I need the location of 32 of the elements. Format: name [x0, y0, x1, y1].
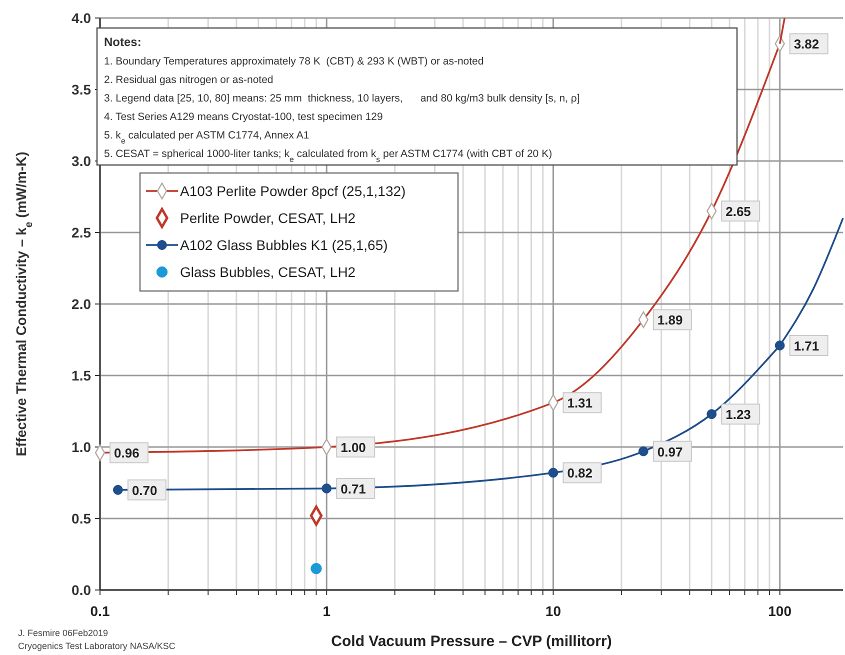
legend-label: A103 Perlite Powder 8pcf (25,1,132): [180, 183, 406, 199]
y-tick-label: 1.0: [72, 439, 92, 455]
data-label: 0.70: [132, 482, 158, 498]
legend-label: Perlite Powder, CESAT, LH2: [180, 210, 356, 226]
x-tick-label: 10: [545, 603, 562, 619]
notes-box: Notes: 1. Boundary Temperatures approximately 78 K (CBT) & 293 K (WBT) or as-noted 2. Residual gas nitrogen or as-noted 3. Legend data [25, 10, 80] means: 25 mm thickness, 10 layers, and 80 kg/m3 bulk density [s, n, ρ] 4. Test Series A129 means Cryostat-100, test specimen 129 5. k$_{e}$ calculated per ASTM C1774, Annex A1 5. CESAT = spherical 1000-liter tanks; k$_{e}$ calculated from k$_{s}$ per ASTM C1774 (with CBT of 20 K): [96, 27, 738, 166]
data-label: 0.96: [114, 446, 140, 461]
x-tick-label: 100: [768, 603, 792, 619]
data-label: 1.00: [340, 440, 366, 455]
y-tick-label: 2.5: [72, 224, 92, 240]
y-tick-label: 3.5: [72, 82, 92, 98]
data-label: 3.82: [794, 36, 820, 52]
y-tick-label: 4.0: [72, 10, 92, 26]
x-axis-title: Cold Vacuum Pressure – CVP (millitorr): [331, 633, 612, 650]
legend-label: Glass Bubbles, CESAT, LH2: [180, 264, 356, 280]
data-label: 1.71: [794, 338, 820, 354]
data-label: 1.31: [567, 396, 593, 411]
data-label: 0.82: [567, 466, 593, 481]
y-tick-label: 1.5: [72, 368, 92, 384]
y-tick-label: 0.0: [72, 582, 92, 598]
x-tick-label: 1: [322, 603, 331, 619]
y-tick-label: 0.5: [72, 510, 92, 526]
y-tick-label: 3.0: [72, 153, 92, 169]
y-tick-label: 2.0: [72, 296, 92, 312]
data-label: 2.65: [726, 204, 751, 220]
data-label: 0.71: [340, 481, 366, 496]
x-tick-label: 0.1: [90, 603, 110, 619]
data-label: 1.89: [657, 312, 683, 328]
data-label: 1.23: [726, 407, 751, 422]
legend-label: A102 Glass Bubbles K1 (25,1,65): [180, 237, 388, 253]
data-label: 0.97: [657, 444, 683, 460]
text: J. Fesmire 06Feb2019 Cryogenics Test Laboratory NASA/KSC: [18, 628, 176, 651]
